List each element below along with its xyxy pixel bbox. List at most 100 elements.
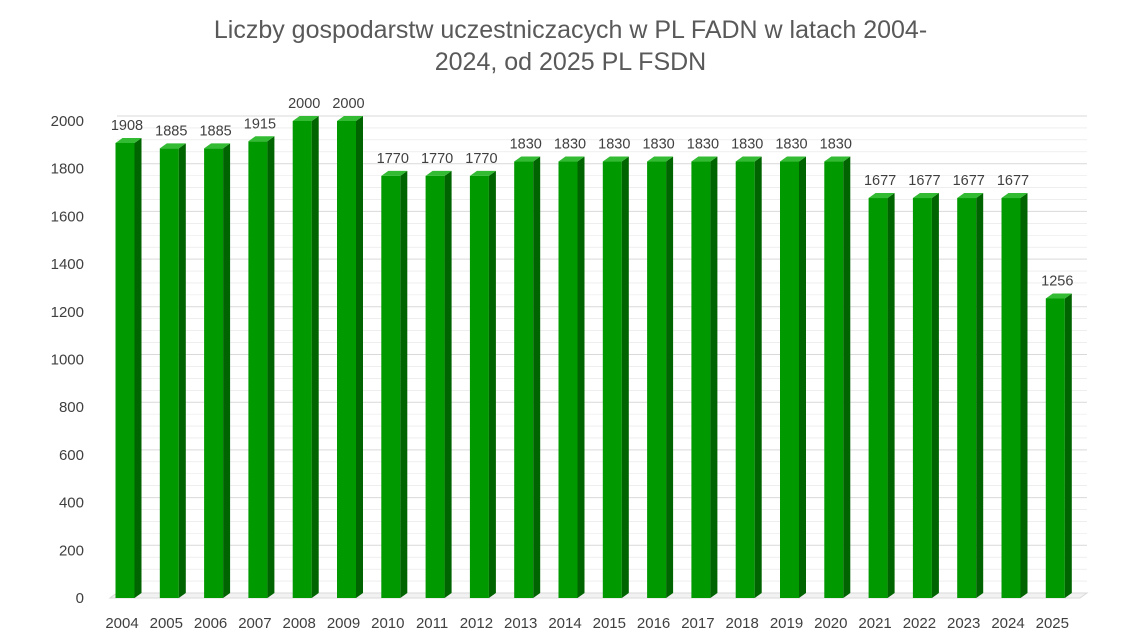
chart-title: Liczby gospodarstw uczestniczacych w PL …	[0, 14, 1141, 78]
x-tick-label: 2008	[283, 615, 316, 632]
bar-top	[868, 193, 895, 199]
bar-top	[780, 156, 806, 162]
bar-front	[735, 161, 755, 599]
y-tick-label: 1400	[51, 256, 84, 273]
bar-front	[1045, 298, 1065, 598]
y-tick-label: 1200	[51, 304, 84, 321]
bar	[957, 193, 984, 598]
bar-side	[666, 156, 674, 599]
data-label: 1677	[908, 173, 940, 189]
bar-top	[602, 156, 629, 162]
bar	[381, 170, 408, 599]
data-label: 1885	[199, 123, 231, 139]
bar-side	[754, 156, 762, 599]
bar-side	[356, 116, 363, 598]
bar-front	[381, 175, 401, 599]
bar	[425, 170, 452, 599]
x-tick-label: 2023	[947, 615, 980, 632]
y-tick-label: 1600	[51, 208, 84, 225]
x-tick-label: 2007	[238, 615, 271, 632]
y-axis-tick-labels: 0 200 400 600 800 1000 1200 1400 1600 1800 2000	[51, 113, 84, 607]
data-label: 1677	[997, 173, 1029, 189]
bar-front	[691, 161, 711, 599]
bar-top	[1001, 193, 1028, 199]
x-tick-label: 2017	[681, 615, 714, 632]
bar	[602, 156, 629, 599]
data-label: 1677	[864, 173, 896, 189]
bar-front	[868, 198, 888, 598]
bar-front	[647, 161, 667, 599]
bar-side	[621, 156, 629, 599]
bar-front	[292, 121, 312, 598]
bar	[159, 143, 186, 599]
bar	[1001, 193, 1028, 598]
bar-top	[1045, 293, 1072, 299]
bar-front	[602, 161, 622, 599]
data-label: 1830	[510, 137, 542, 153]
data-label: 1915	[244, 116, 276, 132]
y-tick-label: 600	[59, 447, 84, 464]
bar-front	[558, 161, 578, 599]
bar-side	[976, 193, 984, 598]
bar-side	[134, 137, 142, 598]
bar-side	[488, 170, 496, 599]
bar-front	[780, 161, 799, 599]
y-tick-label: 800	[59, 399, 84, 416]
bar-front	[248, 141, 268, 598]
y-tick-label: 400	[59, 495, 84, 512]
x-tick-label: 2015	[593, 615, 626, 632]
data-label: 1830	[642, 137, 674, 153]
bar	[514, 156, 541, 599]
x-tick-label: 2009	[327, 615, 360, 632]
x-tick-label: 2025	[1036, 615, 1069, 632]
bar-top	[735, 156, 762, 162]
data-label: 1770	[421, 151, 453, 167]
data-label: 1256	[1041, 273, 1073, 289]
bar-top	[159, 143, 186, 149]
data-label: 1830	[775, 137, 807, 153]
bar-side	[178, 143, 186, 599]
data-label: 1885	[155, 123, 187, 139]
bar-side	[931, 193, 939, 598]
bar	[115, 137, 142, 598]
bar-top	[381, 170, 408, 176]
x-tick-label: 2020	[814, 615, 847, 632]
y-tick-label: 200	[59, 542, 84, 559]
x-tick-label: 2013	[504, 615, 537, 632]
bar	[248, 136, 275, 598]
data-label: 1830	[598, 137, 630, 153]
data-label: 1770	[377, 151, 409, 167]
bar-front	[912, 198, 932, 598]
x-tick-label: 2014	[548, 615, 581, 632]
bar-side	[577, 156, 585, 599]
bar-top	[248, 136, 275, 142]
bar-top	[691, 156, 718, 162]
bar-top	[824, 156, 851, 162]
bar-side	[1064, 293, 1072, 598]
bar-front	[514, 161, 534, 599]
bar-top	[957, 193, 984, 199]
bar-side	[311, 116, 319, 598]
bars	[115, 116, 1072, 599]
bar-front	[115, 142, 135, 598]
data-label: 1830	[687, 137, 719, 153]
data-label: 1830	[731, 137, 763, 153]
x-axis-tick-labels: 2004 2005 2006 2007 2008 2009 2010 2011 2012 2013…	[105, 615, 1069, 632]
y-tick-label: 0	[76, 590, 84, 607]
x-tick-label: 2024	[991, 615, 1024, 632]
data-label: 1830	[554, 137, 586, 153]
bar-front	[469, 175, 489, 599]
bar	[1045, 293, 1072, 598]
x-tick-label: 2004	[105, 615, 138, 632]
bar-front	[957, 198, 977, 598]
x-tick-label: 2005	[150, 615, 183, 632]
x-tick-label: 2012	[460, 615, 493, 632]
bar-side	[799, 156, 806, 599]
bar	[647, 156, 674, 599]
bar-side	[1020, 193, 1028, 598]
bar-top	[337, 116, 363, 121]
x-tick-label: 2016	[637, 615, 670, 632]
data-label: 1830	[820, 137, 852, 153]
bar	[691, 156, 718, 599]
bar-side	[267, 136, 275, 598]
